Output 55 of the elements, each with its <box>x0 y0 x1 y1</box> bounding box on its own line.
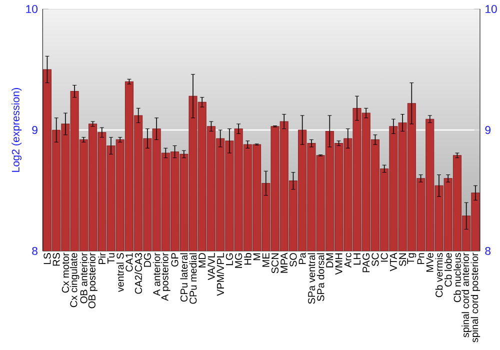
x-tick-label: Cx motor <box>62 252 69 293</box>
x-tick-label: Cx cingulate <box>70 253 80 308</box>
x-tick-label: OB anterior <box>80 252 88 304</box>
x-tick-label: Pn <box>417 253 424 264</box>
x-tick-label: SPa dorsal <box>316 253 324 302</box>
y2-tick-label: 10 <box>486 5 497 14</box>
x-tick-label: MPA <box>280 252 288 273</box>
x-tick-label: spinal cord anterior <box>462 252 471 338</box>
x-tick-label: LH <box>354 253 360 265</box>
x-tick-label: A posterior <box>161 252 170 301</box>
x-tick-label: Tu <box>108 253 114 264</box>
x-tick-label: A anterior <box>152 252 160 296</box>
y-tick-label: 9 <box>32 126 38 134</box>
x-tick-label: SN <box>399 253 406 266</box>
x-tick-label: Cb lobe <box>444 253 452 287</box>
x-tick-label: Arc <box>344 252 352 268</box>
x-tick-label: M <box>253 253 260 260</box>
x-tick-label: CA1 <box>126 253 133 272</box>
x-tick-label: MVe <box>426 253 434 272</box>
x-tick-label: MD <box>198 253 206 268</box>
x-tick-label: spinal cord posterior <box>470 252 480 342</box>
x-tick-label: Cb nucleus <box>454 252 461 302</box>
x-tick-label: MG <box>235 253 242 268</box>
x-tick-label: GP <box>171 253 178 267</box>
y2-tick-label: 8 <box>485 246 491 256</box>
x-tick-label: SPa ventral <box>308 253 316 304</box>
y-axis-title: Log2 (expression) <box>12 88 22 172</box>
x-tick-label: Pa <box>298 252 306 264</box>
y2-tick-label: 9 <box>485 126 490 134</box>
x-tick-label: PAG <box>362 253 370 272</box>
x-tick-label: LG <box>226 253 233 266</box>
x-tick-label: ventral S <box>116 253 124 292</box>
x-tick-label: DM <box>326 253 334 268</box>
x-tick-label: ME <box>262 253 270 267</box>
x-tick-label: OB posterior <box>88 252 98 308</box>
x-tick-label: SO <box>290 253 297 267</box>
x-tick-label: CA2/CA3 <box>134 253 142 294</box>
x-tick-label: SCN <box>271 253 279 274</box>
x-tick-label: CPu lateral <box>180 253 188 302</box>
x-tick-label: RS <box>52 253 60 266</box>
x-tick-label: VMH <box>335 253 342 275</box>
x-tick-label: Hb <box>244 253 252 265</box>
x-tick-label: IC <box>380 252 388 262</box>
x-tick-label: VTA <box>390 252 397 272</box>
x-tick-label: SC <box>372 252 379 266</box>
x-tick-label: VA/VL <box>208 252 215 280</box>
x-tick-label: LS <box>44 253 51 264</box>
y-tick-label: 10 <box>26 5 38 14</box>
x-tick-label: DG <box>144 253 151 267</box>
x-tick-label: Cb vermis <box>435 252 443 298</box>
x-tick-label: VPM/VPL <box>216 252 224 296</box>
x-tick-label: CPu medial <box>189 253 197 304</box>
x-tick-label: Pir <box>98 252 106 264</box>
y-tick-label: 8 <box>32 247 38 256</box>
x-tick-label: Tg <box>407 253 416 264</box>
